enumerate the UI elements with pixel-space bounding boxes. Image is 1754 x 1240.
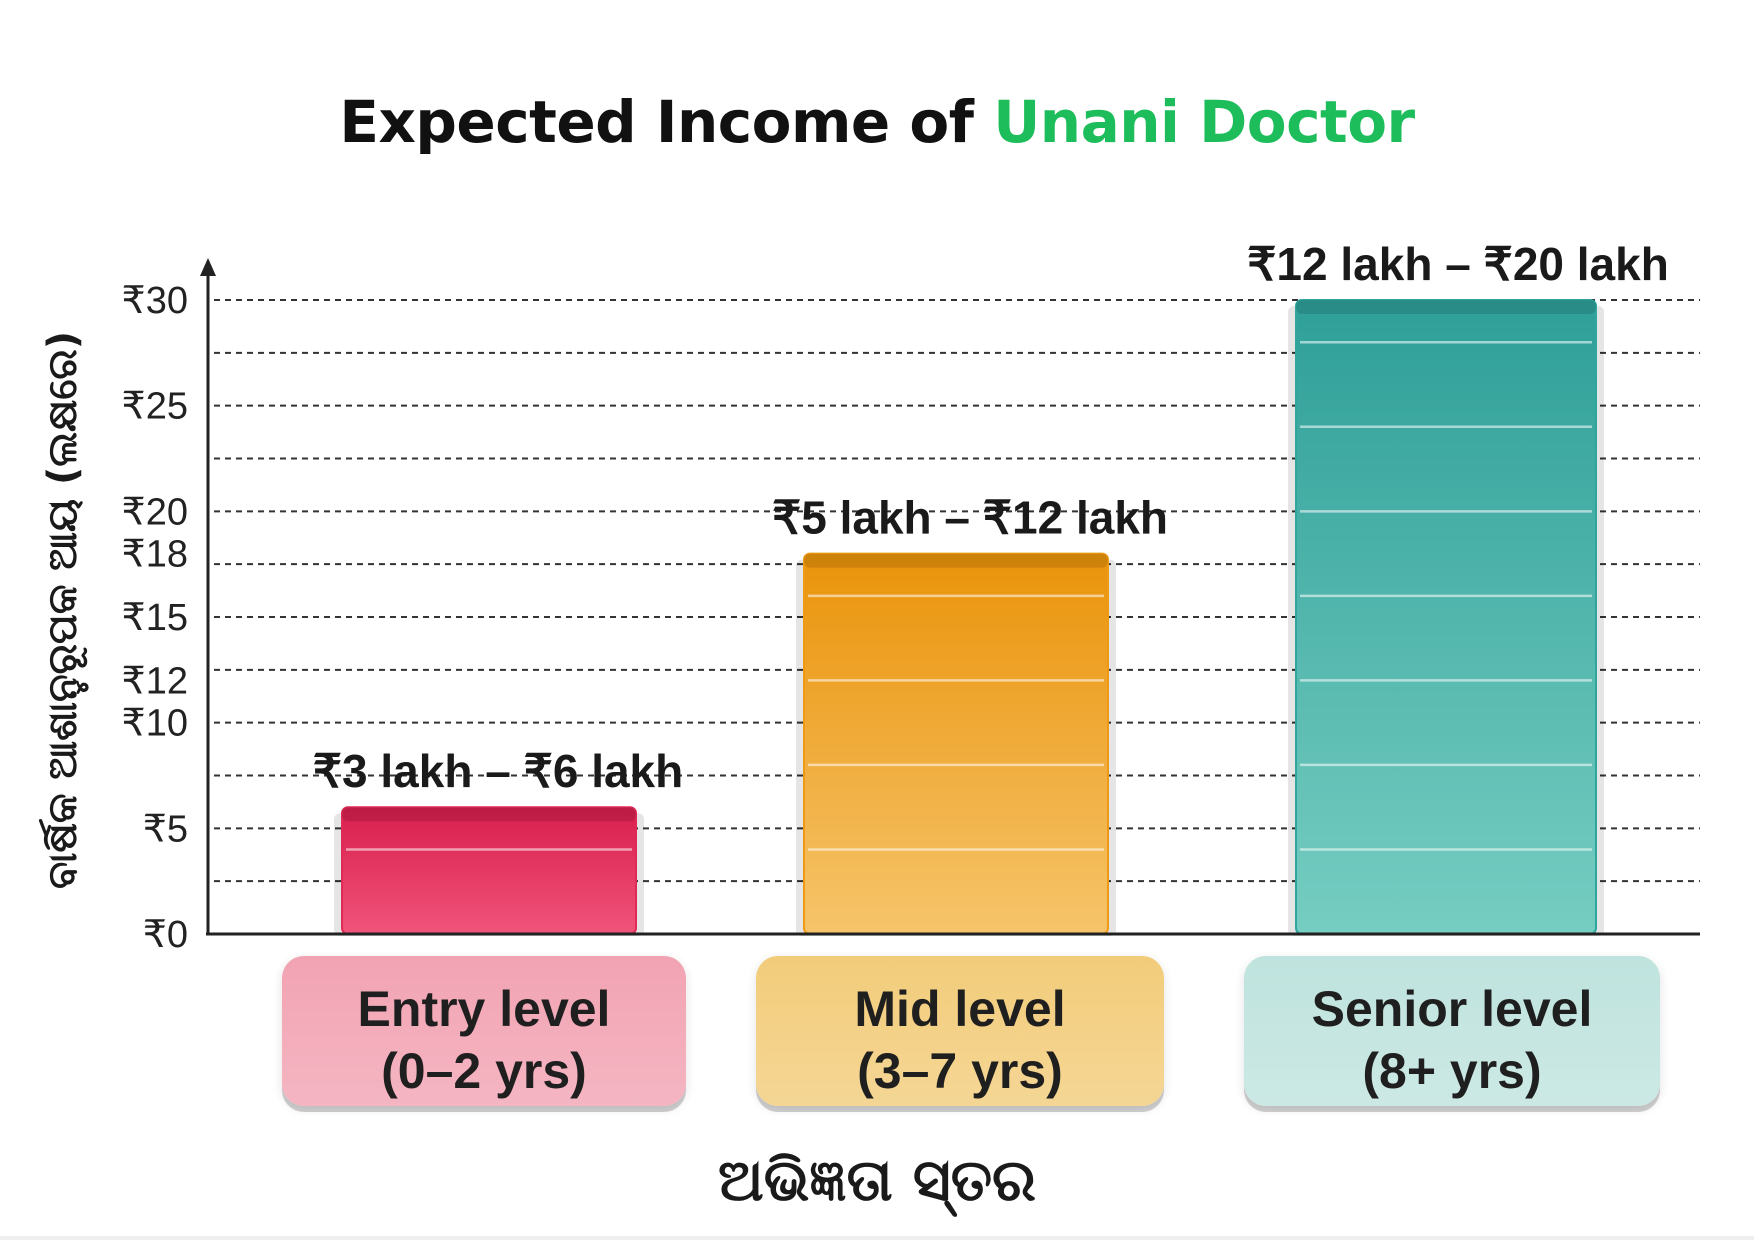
category-label-box: Mid level (3–7 yrs) <box>756 956 1164 1106</box>
bottom-divider <box>0 1236 1754 1240</box>
bar-top-edge <box>1296 300 1596 314</box>
category-label-line: (3–7 yrs) <box>857 1043 1063 1099</box>
chart-title: Expected Income of Unani Doctor <box>0 88 1754 156</box>
y-tick-label: ₹20 <box>122 491 188 533</box>
bar <box>341 806 637 936</box>
y-tick-label: ₹12 <box>122 660 188 702</box>
y-tick-label: ₹25 <box>122 386 188 428</box>
category-label-line: Entry level <box>357 981 611 1037</box>
y-tick-label: ₹18 <box>122 534 188 576</box>
category-label-line: Mid level <box>854 981 1066 1037</box>
bars <box>334 299 1604 936</box>
bar-top-edge <box>804 553 1108 568</box>
y-tick-label: ₹5 <box>143 808 188 850</box>
category-label-line: Senior level <box>1311 981 1593 1037</box>
x-axis-title: ଅଭିଜ୍ଞତା ସ୍ତର <box>717 1146 1037 1214</box>
chart-title-accent: Unani Doctor <box>993 88 1415 156</box>
y-tick-labels: ₹0 ₹5 ₹10₹12 ₹15 ₹18₹20 ₹25 ₹30 <box>122 280 188 956</box>
bar-range-label: ₹5 lakh – ₹12 lakh <box>772 492 1168 544</box>
y-tick-label: ₹10 <box>122 703 188 745</box>
axes <box>200 258 1700 936</box>
bar-range-label: ₹3 lakh – ₹6 lakh <box>313 745 684 797</box>
bar-range-label: ₹12 lakh – ₹20 lakh <box>1247 238 1669 290</box>
category-label-box: Entry level (0–2 yrs) <box>282 956 686 1106</box>
y-axis-arrow <box>200 258 216 276</box>
y-tick-label: ₹0 <box>143 914 188 956</box>
y-tick-label: ₹15 <box>122 597 188 639</box>
y-axis-title: ବାର୍ଷିକ ଆଶାନୁରୂପକ ଆୟ (ଲକ୍ଷରେ) <box>39 331 89 889</box>
category-label-line: (8+ yrs) <box>1362 1043 1542 1099</box>
y-tick-label: ₹30 <box>122 280 188 322</box>
bar-top-edge <box>342 807 636 822</box>
bar <box>803 552 1109 935</box>
range-labels: ₹3 lakh – ₹6 lakh ₹5 lakh – ₹12 lakh ₹12 l… <box>313 238 1669 797</box>
category-label-box: Senior level (8+ yrs) <box>1244 956 1660 1106</box>
chart-title-prefix: Expected Income of <box>339 88 994 156</box>
bar <box>1295 299 1597 935</box>
category-label-line: (0–2 yrs) <box>381 1043 587 1099</box>
